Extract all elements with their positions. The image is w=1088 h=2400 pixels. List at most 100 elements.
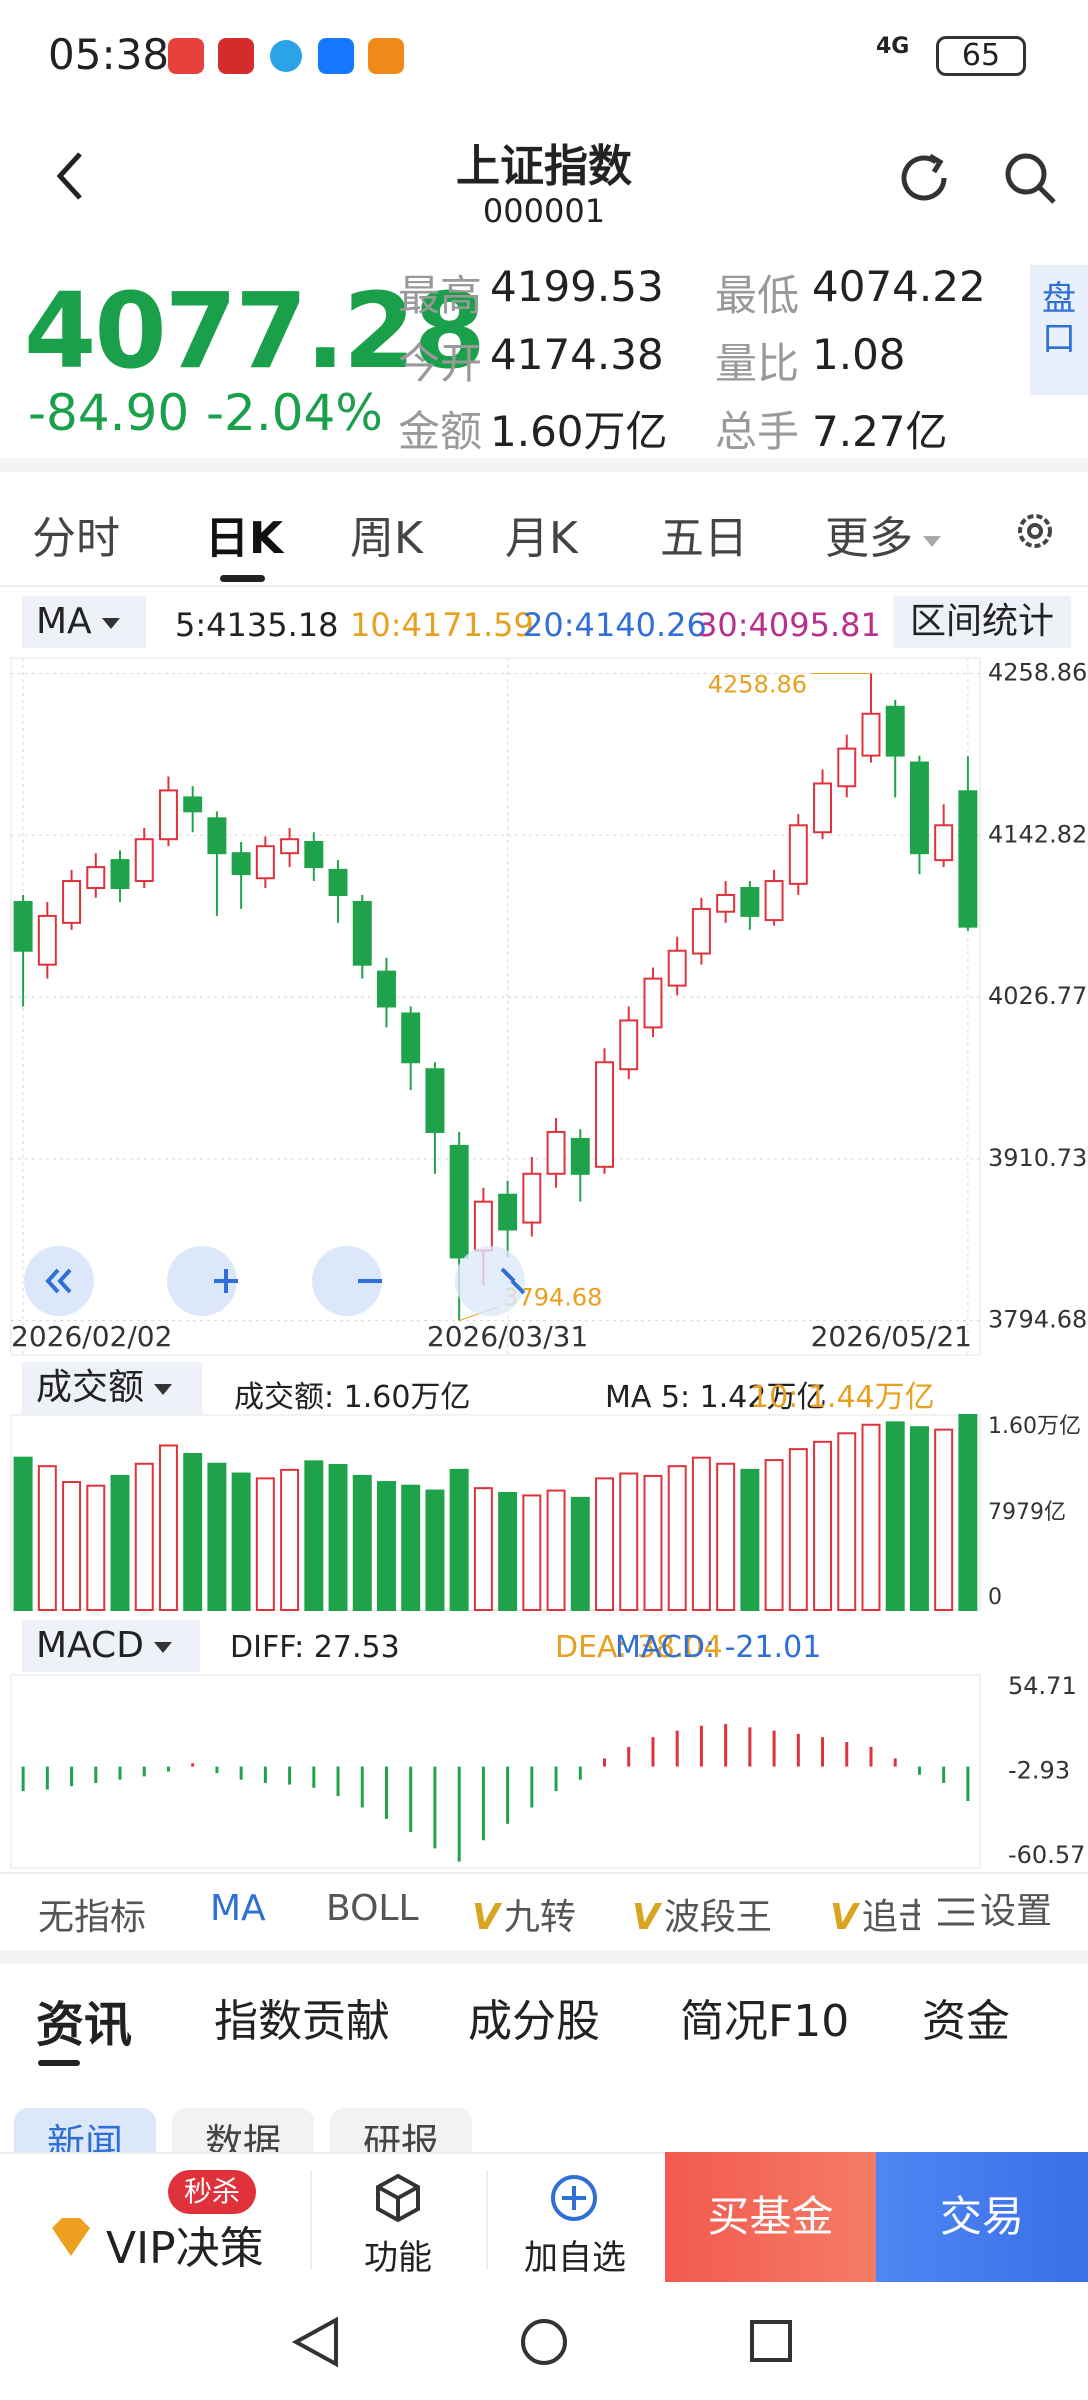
status-icon	[368, 38, 404, 74]
volume-bar	[13, 1456, 33, 1611]
info-tab[interactable]: 资金	[922, 1996, 1010, 2047]
stat-value: 1.08	[812, 330, 906, 379]
volume-bar	[861, 1423, 881, 1611]
y-tick-label: 3794.68	[988, 1306, 1087, 1334]
candle-body	[134, 838, 154, 883]
ma-selector[interactable]: MA	[22, 596, 146, 648]
watchlist-button[interactable]: 加自选	[524, 2238, 626, 2278]
buy-fund-button[interactable]: 买基金	[665, 2152, 876, 2282]
y-tick-label: 4142.82	[988, 820, 1087, 848]
volume-bar	[522, 1494, 542, 1611]
status-icon	[270, 40, 302, 72]
volume-bar	[62, 1481, 82, 1611]
candle-body	[667, 949, 687, 987]
vip-icon	[52, 2218, 90, 2256]
y-tick-label: -2.93	[1008, 1756, 1070, 1784]
info-tab[interactable]: 简况F10	[680, 1996, 850, 2047]
legend-item: 成交额: 1.60万亿	[234, 1380, 471, 1415]
volume-bar	[110, 1474, 130, 1611]
period-tab[interactable]: 月K	[505, 513, 578, 564]
period-tab[interactable]: 日K	[205, 513, 284, 564]
volume-bar	[958, 1414, 978, 1611]
period-tab[interactable]: 五日	[660, 513, 748, 564]
chart-frame	[10, 1674, 981, 1869]
volume-bar	[304, 1460, 324, 1611]
stat-value: 4174.38	[490, 330, 664, 379]
candle-body	[788, 824, 808, 885]
indicator-tab[interactable]: V 追击	[830, 1888, 920, 1940]
search-button[interactable]	[1000, 148, 1060, 208]
volume-bar	[352, 1474, 372, 1611]
function-icon	[376, 2173, 420, 2223]
side-tab[interactable]: 盘口	[1030, 265, 1088, 395]
trade-button[interactable]: 交易	[876, 2152, 1088, 2282]
period-tab[interactable]: 分时	[32, 513, 120, 564]
status-icon	[168, 38, 204, 74]
candle-body	[158, 789, 178, 841]
settings-icon	[938, 1898, 974, 1926]
separator	[310, 2170, 312, 2270]
volume-bar	[328, 1463, 348, 1611]
y-tick-label: 0	[988, 1585, 1002, 1610]
volume-bar	[740, 1468, 760, 1611]
info-tab[interactable]: 指数贡献	[214, 1996, 390, 2047]
divider	[0, 1950, 1088, 1964]
network: 4G	[876, 34, 910, 59]
volume-bar	[788, 1448, 808, 1611]
stat-label: 今开	[398, 339, 483, 388]
volume-selector[interactable]: 成交额	[22, 1362, 202, 1414]
indicator-label: MA	[210, 1888, 266, 1929]
candle-body	[473, 1200, 493, 1252]
period-tab[interactable]: 周K	[350, 513, 423, 564]
tab-indicator	[220, 575, 265, 582]
candle-body	[86, 866, 106, 890]
indicator-name: MA	[36, 601, 92, 642]
divider	[0, 458, 1088, 472]
volume-bar	[425, 1489, 445, 1611]
info-tab[interactable]: 资讯	[36, 1997, 133, 2053]
candle-body	[62, 880, 82, 924]
candle-body	[619, 1019, 639, 1071]
function-button[interactable]: 功能	[364, 2238, 432, 2278]
stat-value: 4074.22	[812, 262, 986, 311]
candle-body	[595, 1061, 614, 1168]
indicator-label: 九转	[503, 1897, 576, 1938]
y-tick-label: 7979亿	[988, 1500, 1066, 1525]
candle-body	[570, 1137, 590, 1175]
period-tab[interactable]: 更多	[825, 502, 941, 566]
info-tab[interactable]: 成分股	[468, 1996, 600, 2047]
candle-body	[231, 852, 251, 876]
stat-label: 最高	[398, 271, 483, 320]
indicator-tab[interactable]: MA	[210, 1888, 266, 1929]
refresh-button[interactable]	[896, 148, 956, 208]
status-time: 05:38	[48, 30, 170, 79]
legend-item: 5:4135.18	[175, 606, 339, 644]
settings-button[interactable]	[1012, 508, 1058, 554]
status-icon	[318, 38, 354, 74]
change: -84.90	[28, 384, 190, 442]
indicator-label: 波段王	[663, 1897, 772, 1938]
indicator-tab[interactable]: V 九转	[472, 1888, 576, 1940]
divider	[0, 585, 1088, 587]
volume-bar	[183, 1453, 203, 1611]
legend-item: MA 5: 1.42万亿	[605, 1380, 827, 1415]
volume-bar	[716, 1462, 736, 1611]
y-tick-label: 4258.86	[988, 659, 1087, 687]
candle-body	[183, 796, 203, 813]
candle-body	[934, 824, 954, 862]
code: 000001	[482, 192, 606, 230]
y-tick-label: -60.57	[1008, 1841, 1085, 1869]
volume-bar	[934, 1428, 954, 1611]
back-button[interactable]	[50, 148, 90, 204]
indicator-tab[interactable]: V 波段王	[632, 1888, 772, 1940]
volume-bar	[207, 1462, 227, 1611]
y-tick-label: 4026.77	[988, 982, 1087, 1010]
macd-selector[interactable]: MACD	[22, 1620, 200, 1672]
indicator-tab[interactable]: BOLL	[326, 1888, 419, 1929]
candle-body	[740, 887, 760, 917]
volume-bar	[498, 1492, 518, 1611]
vip-button[interactable]: VIP决策	[106, 2223, 264, 2274]
badge: V	[472, 1897, 500, 1938]
range-stats-button[interactable]: 区间统计	[893, 596, 1071, 648]
indicator-tab[interactable]: 无指标	[38, 1888, 146, 1940]
